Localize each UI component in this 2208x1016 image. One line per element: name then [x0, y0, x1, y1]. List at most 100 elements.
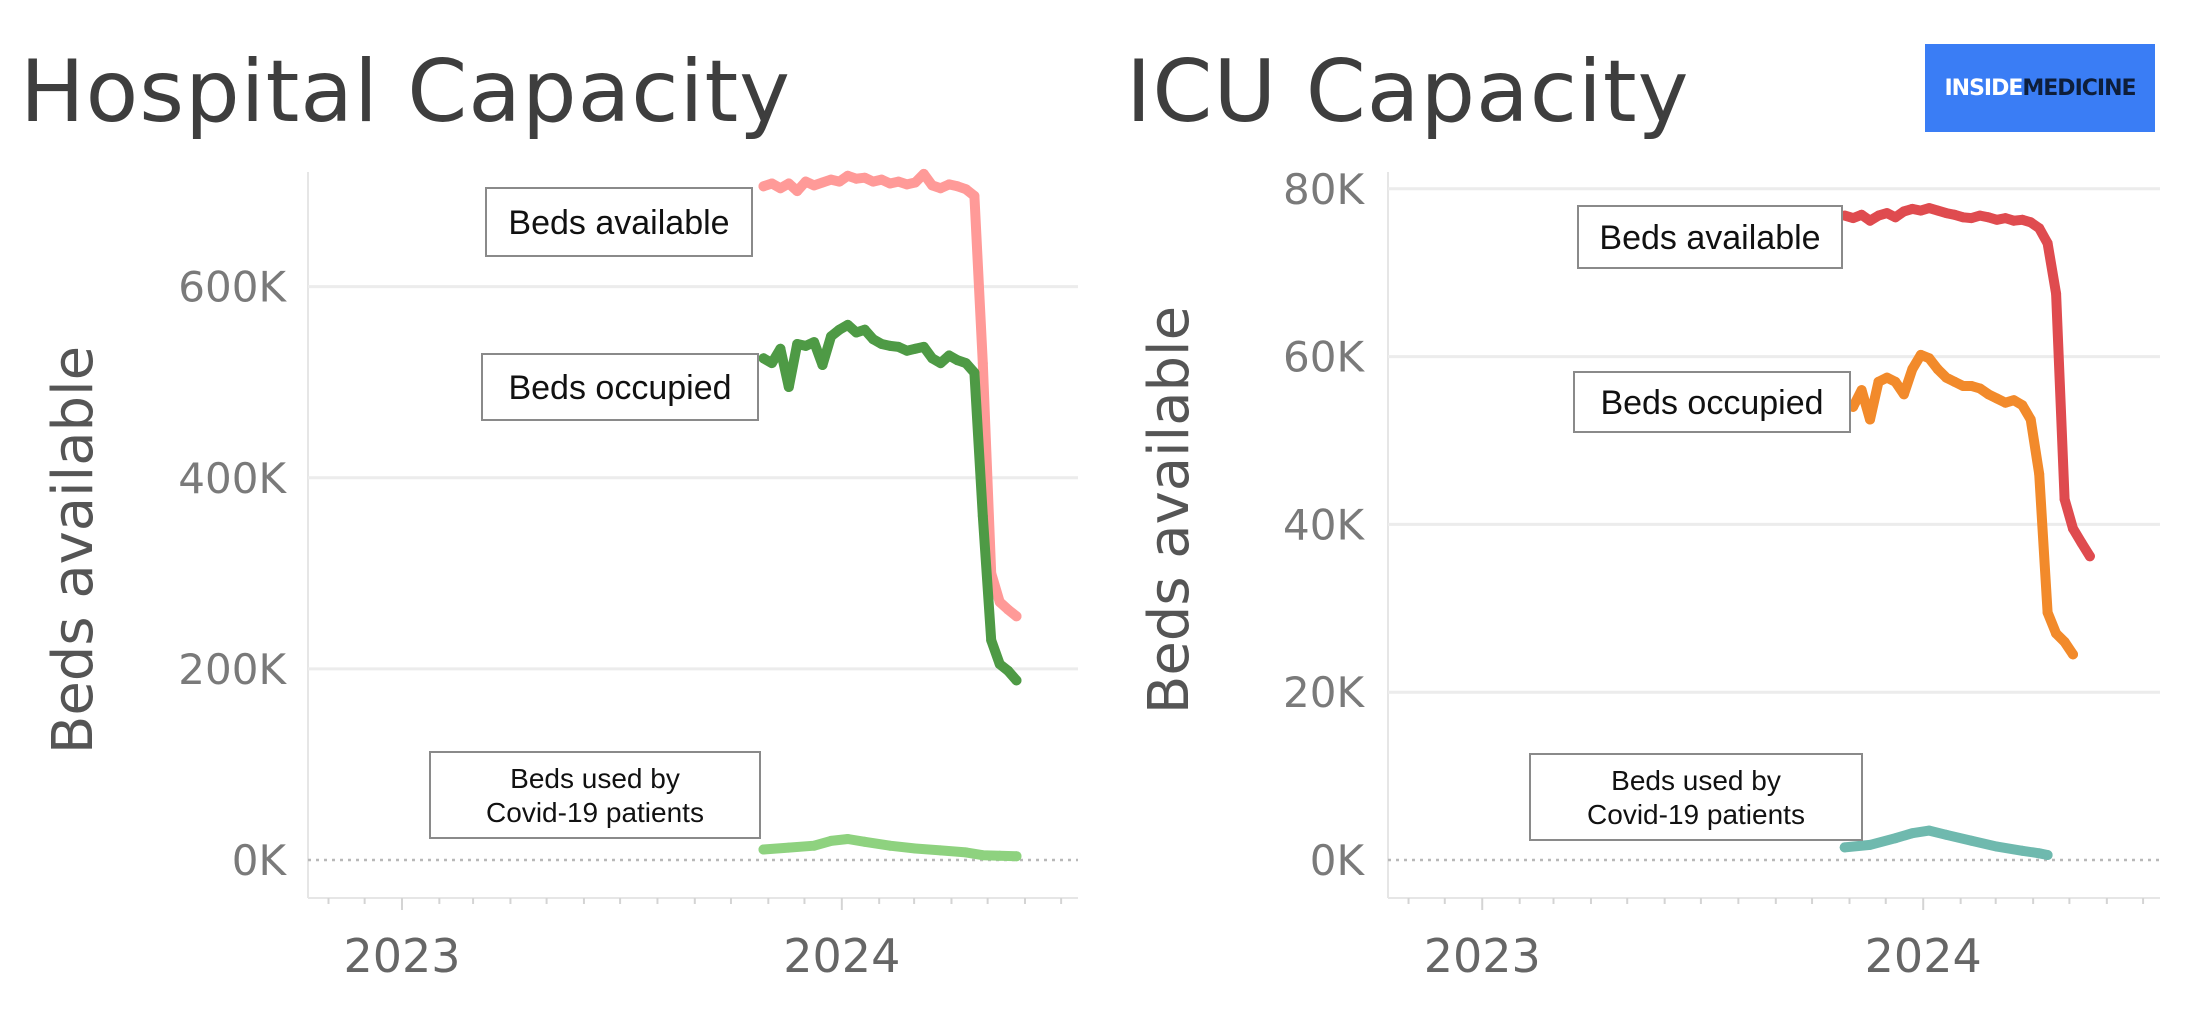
data-point — [859, 324, 870, 335]
data-point — [1941, 372, 1952, 383]
annotation-box-1: Beds occupied — [481, 353, 759, 421]
annotation-box-0: Beds available — [1577, 205, 1843, 269]
data-point — [2051, 628, 2062, 639]
data-point — [766, 358, 777, 369]
y-tick-label: 40K — [1283, 500, 1365, 549]
data-point — [842, 834, 853, 844]
data-point — [1949, 376, 1960, 387]
y-tick-label: 0K — [232, 836, 288, 885]
data-point — [2025, 217, 2036, 228]
data-point — [944, 350, 955, 361]
data-point — [994, 597, 1005, 607]
data-point — [977, 358, 988, 369]
data-point — [910, 843, 921, 854]
data-point — [2008, 215, 2019, 226]
annotation-text: Beds used by — [1611, 765, 1781, 796]
data-point — [1991, 841, 2002, 852]
x-tick-label: 2024 — [1865, 929, 1982, 983]
data-point — [1941, 829, 1952, 840]
data-point — [1865, 215, 1875, 226]
data-point — [2034, 848, 2045, 859]
data-point — [2084, 551, 2095, 562]
y-tick-label: 600K — [178, 263, 287, 312]
data-point — [800, 340, 811, 351]
data-point — [2025, 414, 2036, 425]
data-point — [1011, 851, 1022, 862]
x-tick-label: 2023 — [1424, 929, 1541, 983]
data-point — [1882, 208, 1892, 219]
data-point — [1856, 385, 1867, 396]
data-point — [2042, 238, 2053, 249]
data-point — [1958, 381, 1969, 391]
annotation-box-1: Beds occupied — [1573, 371, 1851, 433]
data-point — [935, 183, 946, 194]
y-tick-label: 60K — [1283, 333, 1365, 382]
data-point — [1890, 212, 1901, 223]
data-point — [1003, 665, 1014, 676]
data-point — [1924, 203, 1935, 214]
data-point — [977, 850, 988, 861]
series-line-1 — [1839, 349, 2078, 660]
data-point — [2059, 494, 2070, 505]
y-tick-label: 400K — [178, 454, 287, 503]
inside-medicine-logo: INSIDE MEDICINE — [1925, 44, 2155, 132]
data-point — [1898, 389, 1909, 400]
data-point — [826, 331, 836, 342]
data-point — [2068, 649, 2078, 660]
annotation-text: Covid-19 patients — [486, 797, 704, 828]
y-axis-label: Beds available — [41, 346, 106, 754]
y-tick-label: 0K — [1310, 836, 1366, 885]
data-point — [1882, 372, 1892, 383]
data-point — [792, 186, 803, 197]
data-point — [2034, 223, 2045, 234]
data-point — [868, 334, 879, 345]
data-point — [969, 190, 980, 201]
data-point — [893, 176, 904, 187]
data-point — [1865, 414, 1875, 425]
data-point — [1856, 209, 1867, 220]
data-point — [2017, 400, 2028, 411]
series-line-1 — [758, 319, 1022, 686]
data-point — [809, 180, 820, 191]
data-point — [876, 339, 887, 349]
data-point — [758, 844, 769, 855]
y-tick-label: 200K — [178, 645, 287, 694]
data-point — [901, 345, 912, 356]
data-point — [2017, 845, 2028, 856]
data-point — [910, 343, 921, 354]
data-point — [1907, 364, 1918, 375]
data-point — [783, 842, 794, 853]
annotation-box-0: Beds available — [485, 187, 753, 257]
data-point — [1966, 213, 1977, 224]
logo-text-inside: INSIDE — [1944, 75, 2023, 101]
data-point — [885, 178, 895, 189]
data-point — [935, 845, 946, 856]
data-point — [944, 179, 955, 190]
data-point — [977, 511, 988, 521]
data-point — [851, 173, 862, 184]
data-point — [935, 358, 946, 369]
data-point — [868, 176, 879, 187]
data-point — [952, 355, 963, 366]
data-point — [758, 181, 769, 192]
annotation-frame — [429, 751, 761, 839]
x-tick-label: 2024 — [783, 929, 900, 983]
data-point — [1975, 210, 1985, 221]
data-point — [927, 353, 938, 364]
data-point — [1966, 835, 1977, 846]
data-point — [986, 635, 997, 646]
data-point — [960, 184, 971, 195]
data-point — [876, 174, 887, 185]
annotation-text: Beds occupied — [508, 369, 731, 407]
data-point — [1991, 393, 2002, 404]
data-point — [1932, 205, 1943, 216]
data-point — [885, 340, 895, 351]
annotation-frame — [1577, 205, 1843, 269]
annotation-frame — [485, 187, 753, 257]
data-point — [893, 341, 904, 352]
data-point — [792, 339, 803, 349]
data-point — [2068, 523, 2078, 534]
data-point — [1907, 828, 1918, 839]
data-point — [2017, 214, 2028, 225]
